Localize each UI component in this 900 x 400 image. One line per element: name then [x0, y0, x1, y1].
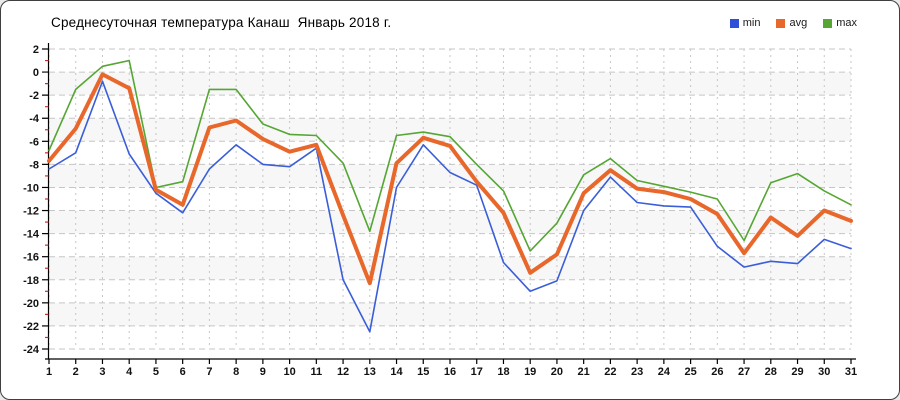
legend: min avg max — [729, 17, 857, 29]
legend-item-max: max — [823, 17, 857, 29]
y-tick-label: 0 — [33, 67, 39, 79]
x-tick-label: 1 — [46, 366, 52, 378]
x-tick-label: 11 — [311, 366, 323, 378]
x-tick-label: 27 — [738, 366, 750, 378]
plot-band — [49, 256, 851, 280]
x-tick-label: 17 — [471, 366, 483, 378]
y-ticks: 2 0 -2 -4 -6 -8 -10 -12 -14 -16 -18 -20 -22 -24 — [23, 44, 49, 356]
avg-swatch-icon — [776, 18, 786, 28]
min-swatch-icon — [729, 18, 739, 28]
legend-label: min — [742, 17, 761, 29]
x-tick-label: 9 — [260, 366, 266, 378]
plot-band — [49, 118, 851, 142]
plot-band — [49, 279, 851, 303]
plot-band — [49, 95, 851, 119]
x-tick-label: 14 — [390, 366, 403, 378]
x-tick-label: 29 — [791, 366, 803, 378]
avg-line — [47, 72, 853, 286]
x-tick-label: 23 — [631, 366, 643, 378]
x-tick-label: 20 — [551, 366, 563, 378]
chart-title: Среднесуточная температура Канаш Январь … — [51, 15, 392, 30]
x-tick-label: 3 — [99, 366, 105, 378]
x-tick-label: 30 — [818, 366, 830, 378]
legend-item-avg: avg — [776, 17, 807, 29]
x-tick-label: 25 — [684, 366, 696, 378]
y-tick-label: -4 — [29, 113, 40, 125]
y-tick-label: -14 — [23, 229, 40, 241]
y-tick-label: -10 — [23, 182, 39, 194]
plot-band — [49, 233, 851, 257]
y-tick-label: -8 — [29, 159, 39, 171]
y-tick-label: -2 — [29, 90, 39, 102]
y-tick-label: -12 — [23, 206, 39, 218]
y-tick-label: -6 — [29, 136, 39, 148]
y-tick-label: -20 — [23, 298, 39, 310]
x-tick-label: 13 — [364, 366, 376, 378]
plot-band — [49, 49, 851, 73]
legend-label: max — [836, 17, 857, 29]
plot-band — [49, 72, 851, 96]
x-tick-label: 26 — [711, 366, 723, 378]
x-tick-label: 16 — [444, 366, 456, 378]
x-tick-label: 2 — [73, 366, 79, 378]
min-line — [48, 80, 852, 333]
x-tick-label: 19 — [524, 366, 536, 378]
y-tick-label: -18 — [23, 275, 39, 287]
x-tick-label: 31 — [845, 366, 857, 378]
max-swatch-icon — [823, 18, 833, 28]
y-tick-label: -16 — [23, 252, 39, 264]
y-tick-label: -24 — [23, 344, 40, 356]
y-tick-label: 2 — [33, 44, 39, 56]
x-tick-label: 15 — [417, 366, 429, 378]
x-tick-label: 21 — [578, 366, 590, 378]
gridlines — [48, 48, 852, 350]
legend-label: avg — [789, 17, 808, 29]
x-tick-label: 4 — [126, 366, 133, 378]
x-tick-label: 10 — [283, 366, 295, 378]
x-tick-label: 24 — [658, 366, 671, 378]
x-tick-label: 12 — [337, 366, 349, 378]
x-tick-label: 8 — [233, 366, 239, 378]
x-tick-label: 18 — [497, 366, 509, 378]
x-ticks: 1 2 3 4 5 6 7 8 9 10 11 12 13 14 15 16 17 18 19 20 21 22 23 24 2… — [46, 359, 857, 378]
y-tick-label: -22 — [23, 321, 39, 333]
x-tick-label: 7 — [206, 366, 212, 378]
x-tick-label: 28 — [765, 366, 777, 378]
legend-item-min: min — [729, 17, 761, 29]
max-line — [48, 59, 852, 252]
x-tick-label: 6 — [180, 366, 186, 378]
x-tick-label: 22 — [604, 366, 616, 378]
plot-band — [49, 210, 851, 234]
x-tick-label: 5 — [153, 366, 159, 378]
